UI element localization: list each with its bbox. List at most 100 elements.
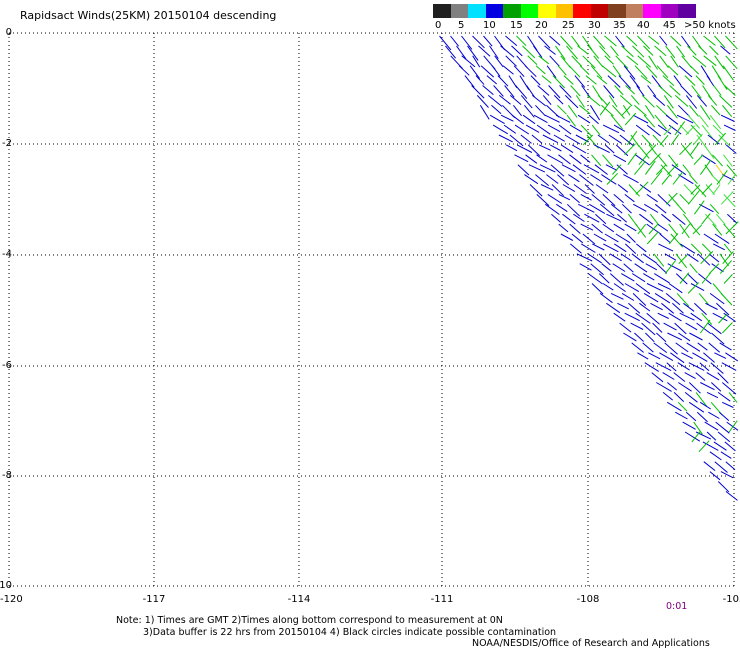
legend-swatch — [468, 4, 487, 18]
wind-vector — [607, 75, 621, 88]
wind-vector — [685, 322, 698, 331]
wind-vector — [670, 233, 684, 248]
y-tick-label: -10 — [0, 580, 12, 591]
wind-vector — [646, 312, 660, 325]
wind-vector — [642, 342, 654, 353]
y-tick-label: -2 — [2, 138, 12, 149]
wind-vector — [684, 372, 696, 380]
wind-vector — [698, 293, 710, 306]
wind-vector — [710, 362, 724, 374]
wind-vector — [604, 144, 615, 154]
wind-vector — [619, 95, 633, 107]
x-tick-label: -120 — [0, 594, 23, 605]
wind-vector — [617, 184, 629, 193]
wind-vector — [594, 164, 608, 175]
wind-vector — [551, 213, 562, 223]
wind-vector — [581, 243, 596, 253]
wind-vector — [719, 342, 732, 351]
wind-vector — [723, 243, 733, 254]
wind-vector — [571, 233, 584, 244]
wind-vector — [636, 85, 645, 97]
wind-vector — [547, 154, 564, 164]
wind-vector — [705, 302, 718, 310]
wind-vector — [612, 65, 622, 77]
wind-vector — [577, 114, 591, 124]
wind-vector — [596, 75, 608, 85]
wind-vector — [505, 144, 518, 152]
wind-vector — [602, 194, 616, 207]
wind-vector — [635, 181, 649, 195]
wind-vector — [621, 203, 632, 214]
wind-vector — [668, 233, 679, 245]
wind-vector — [498, 95, 511, 105]
wind-vector — [652, 95, 666, 106]
wind-vector — [632, 293, 647, 306]
wind-vector — [591, 283, 604, 295]
wind-vector — [613, 223, 625, 232]
wind-vector — [624, 194, 635, 203]
wind-vector — [560, 35, 573, 50]
wind-vector — [630, 95, 640, 105]
wind-vector — [513, 104, 522, 117]
wind-vector — [467, 45, 479, 61]
wind-vector — [476, 95, 489, 108]
wind-vector — [672, 171, 684, 185]
legend-label: 40 — [637, 20, 650, 31]
wind-vector — [603, 243, 619, 253]
wind-vector — [549, 144, 562, 152]
wind-vector — [517, 164, 530, 176]
wind-vector — [604, 233, 619, 243]
wind-vector — [698, 45, 708, 55]
wind-vector — [676, 293, 690, 307]
wind-vector — [630, 322, 644, 330]
wind-vector — [712, 184, 721, 195]
wind-vector — [685, 125, 696, 136]
wind-vector — [538, 35, 551, 49]
wind-vector — [637, 55, 652, 68]
y-tick-label: -6 — [2, 360, 12, 371]
wind-vector — [722, 104, 733, 118]
wind-vector — [644, 203, 659, 213]
wind-vector — [715, 421, 730, 434]
wind-vector — [505, 35, 518, 46]
wind-vector — [486, 75, 498, 85]
wind-vector — [663, 95, 674, 109]
wind-vector — [558, 193, 571, 201]
wind-vector — [684, 392, 698, 403]
wind-vector — [719, 260, 732, 274]
wind-vector — [635, 283, 651, 295]
wind-vector — [601, 174, 617, 185]
wind-vector — [514, 124, 530, 135]
wind-vector — [697, 342, 708, 351]
wind-vector — [652, 134, 665, 148]
wind-vector — [615, 55, 629, 69]
wind-vector — [705, 184, 715, 196]
wind-vector — [552, 75, 566, 89]
wind-vector — [699, 362, 710, 372]
wind-vector — [546, 65, 557, 79]
wind-vector — [703, 461, 716, 471]
wind-vector — [530, 75, 541, 86]
legend-swatch — [660, 4, 679, 18]
wind-vector — [709, 292, 725, 305]
x-tick-label: -114 — [288, 594, 311, 605]
wind-vector — [701, 213, 711, 225]
wind-vector — [701, 154, 716, 165]
wind-vector — [702, 441, 719, 451]
legend-swatch — [555, 4, 574, 18]
wind-vector — [718, 134, 731, 147]
wind-vector — [538, 144, 551, 151]
wind-vector — [722, 251, 734, 265]
wind-vector — [635, 312, 651, 324]
wind-vector — [673, 75, 682, 86]
wind-vector — [516, 35, 527, 47]
wind-vector — [725, 491, 738, 501]
wind-vector — [718, 95, 733, 108]
wind-vector — [723, 274, 733, 284]
wind-vector — [717, 372, 729, 384]
wind-vector — [593, 144, 610, 154]
wind-vector — [695, 392, 708, 407]
wind-vector — [623, 65, 636, 80]
x-tick-label: -117 — [143, 594, 166, 605]
